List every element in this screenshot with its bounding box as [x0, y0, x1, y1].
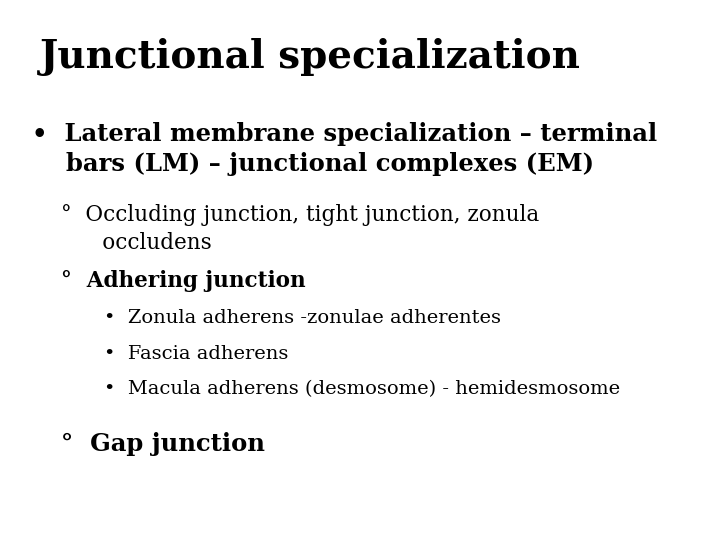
Text: •  Fascia adherens: • Fascia adherens — [104, 345, 289, 362]
Text: •  Zonula adherens -zonulae adherentes: • Zonula adherens -zonulae adherentes — [104, 309, 501, 327]
Text: °  Gap junction: ° Gap junction — [61, 432, 265, 456]
Text: °  Occluding junction, tight junction, zonula
      occludens: ° Occluding junction, tight junction, zo… — [61, 204, 539, 254]
Text: °  Adhering junction: ° Adhering junction — [61, 270, 306, 292]
Text: •  Lateral membrane specialization – terminal
    bars (LM) – junctional complex: • Lateral membrane specialization – term… — [32, 122, 657, 176]
Text: •  Macula adherens (desmosome) - hemidesmosome: • Macula adherens (desmosome) - hemidesm… — [104, 380, 621, 397]
Text: Junctional specialization: Junctional specialization — [40, 38, 580, 76]
